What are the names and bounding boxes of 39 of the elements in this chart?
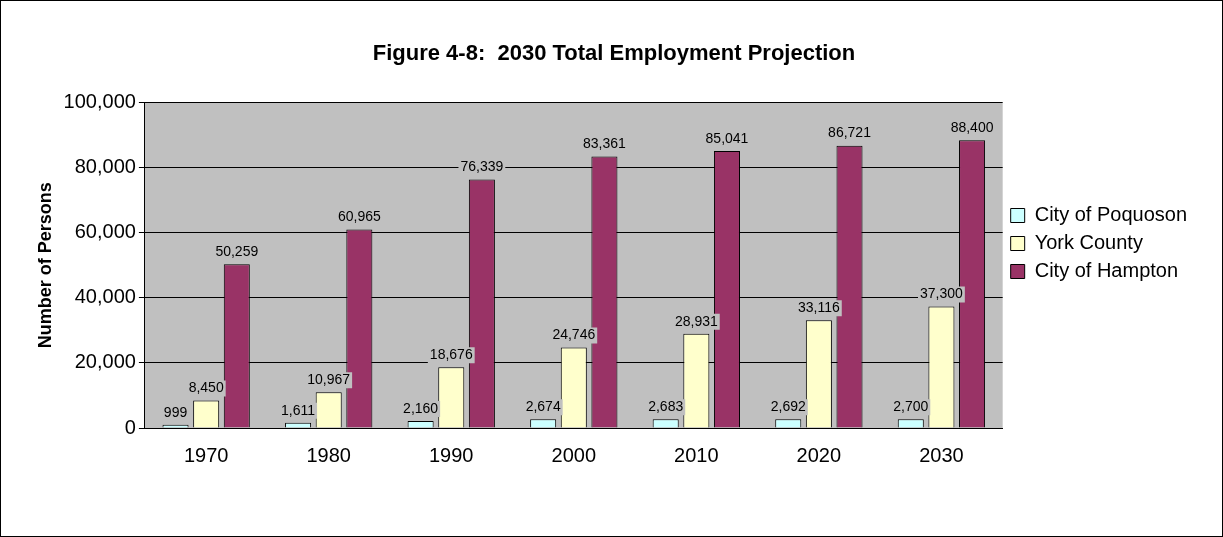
data-label: 1,611 [281,401,316,418]
x-tick-label: 1970 [183,443,229,466]
data-label: 37,300 [920,285,964,302]
data-label: 999 [163,403,188,420]
x-tick-label: 1990 [429,443,474,466]
data-label: 86,721 [828,124,872,141]
x-tick-label: 2000 [551,443,597,466]
x-tick-label: 1980 [306,443,351,466]
x-tick-label: 2020 [796,443,842,466]
data-label: 2,674 [525,398,561,415]
data-label: 85,041 [705,129,749,146]
data-label: 33,116 [797,299,840,316]
data-label: 2,683 [648,398,684,415]
legend-label: City of Poquoson [1034,203,1188,226]
data-label: 60,965 [337,208,381,225]
y-tick-label: 80,000 [74,155,136,178]
y-tick-label: 40,000 [74,285,136,308]
data-label: 2,160 [403,399,439,416]
legend-label: York County [1034,231,1143,254]
data-label: 76,339 [460,158,504,175]
data-label: 2,700 [893,398,929,415]
y-tick-label: 20,000 [74,350,136,373]
data-label: 24,746 [552,326,596,343]
x-tick-label: 2010 [674,443,719,466]
x-tick-label: 2030 [919,443,964,466]
data-label: 10,967 [307,371,351,388]
data-label: 88,400 [950,119,994,136]
data-label: 83,361 [583,135,627,152]
data-label: 18,676 [429,346,473,363]
data-label: 28,931 [674,312,718,329]
data-label: 2,692 [770,398,806,415]
data-label: 50,259 [215,243,259,260]
legend-label: City of Hampton [1034,259,1179,282]
data-label: 8,450 [188,379,224,396]
y-tick-label: 60,000 [74,220,136,243]
chart-title: Figure 4-8: 2030 Total Employment Projection [372,40,856,66]
y-axis-title: Number of Persons [34,182,55,349]
y-tick-label: 0 [124,415,136,438]
y-tick-label: 100,000 [63,89,136,112]
